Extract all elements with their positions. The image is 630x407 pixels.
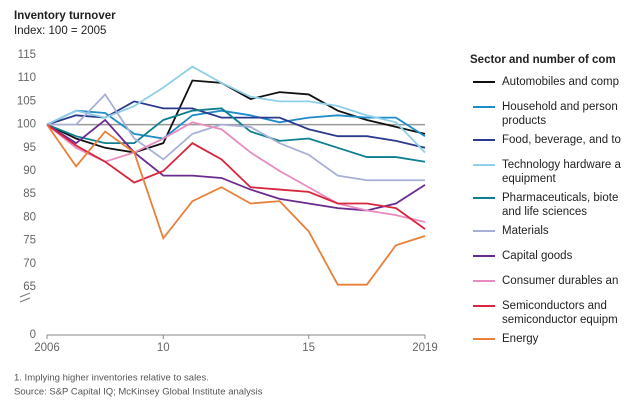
series-line [46,124,426,286]
axis-break [19,292,31,298]
y-tick-label: 95 [23,142,36,154]
y-tick-label: 100 [17,119,36,131]
legend-label: Energy [502,333,539,345]
y-tick-label: 80 [23,211,36,223]
y-tick-label: 105 [17,95,36,107]
series-line [46,79,426,154]
x-tick-label: 10 [157,342,170,354]
y-tick-label: 90 [23,165,36,177]
series-line [46,107,426,163]
legend-label: Capital goods [502,250,573,262]
x-tick-label: 2019 [412,342,438,354]
series-line [47,93,425,182]
legend-label: Food, beverage, and to [502,134,621,146]
legend-label: Consumer durables an [502,275,618,287]
legend-label: Pharmaceuticals, biote and life sciences [502,192,618,218]
chart-title: Inventory turnover [14,10,116,22]
y-tick-label: 70 [23,258,36,270]
y-tick-label: 0 [30,329,36,341]
legend-title: Sector and number of com [470,54,616,66]
series-line [46,65,426,154]
axis-break [19,297,31,303]
legend-label: Technology hardware a equipment [502,159,622,185]
legend-label: Semiconductors and semiconductor equipm [502,300,618,326]
x-tick-label: 2006 [34,342,60,354]
footnote: 1. Implying higher inventories relative … [14,373,209,384]
series-line [46,123,426,230]
chart-subtitle: Index: 100 = 2005 [14,25,106,37]
y-tick-label: 65 [23,281,36,293]
source: Source: S&P Capital IQ; McKinsey Global … [14,387,263,398]
legend-label: Household and person products [502,101,618,127]
legend-label: Automobiles and comp [502,76,619,88]
y-tick-label: 115 [18,49,36,61]
legend-label: Materials [502,225,549,237]
y-tick-label: 110 [18,72,36,84]
y-tick-label: 75 [23,235,36,247]
x-tick-label: 15 [302,342,315,354]
y-tick-label: 85 [23,188,36,200]
series-line [46,121,426,223]
